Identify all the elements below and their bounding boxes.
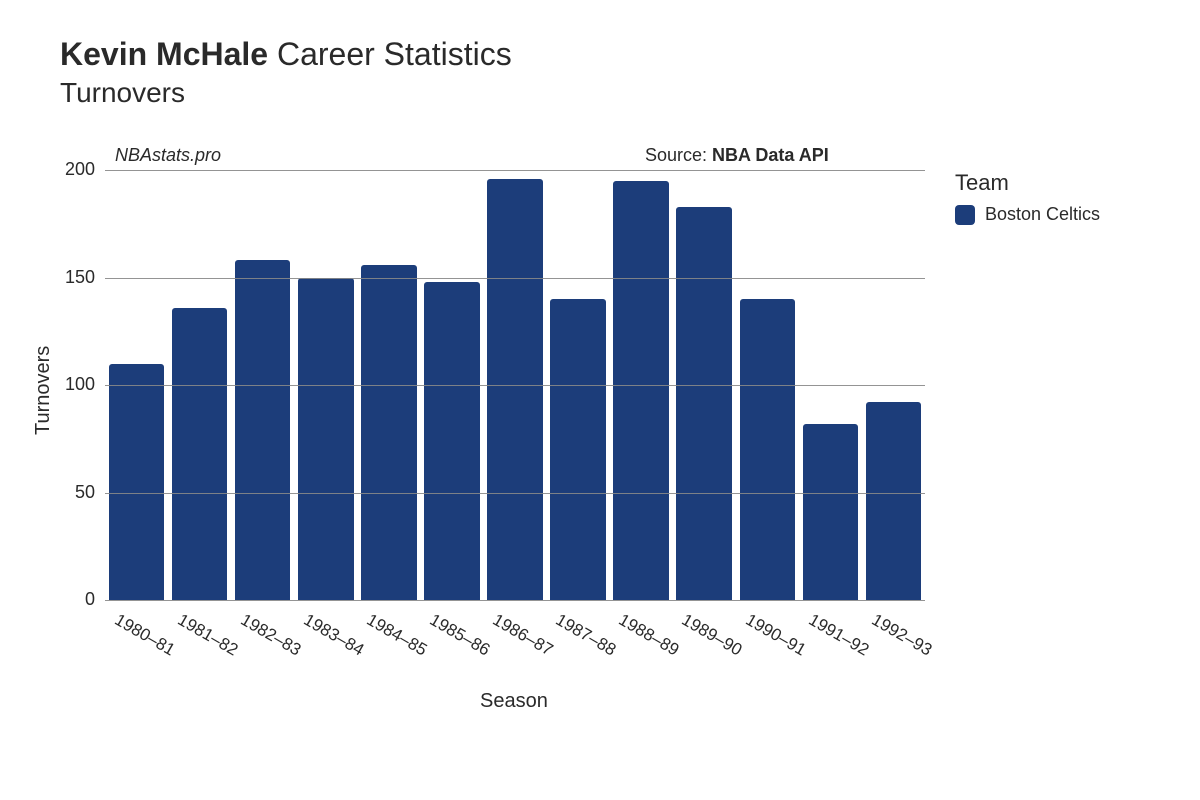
x-tick-label: 1989–90 [678, 610, 745, 660]
x-tick-label: 1983–84 [300, 610, 367, 660]
gridline [105, 278, 925, 279]
x-tick-label: 1980–81 [111, 610, 178, 660]
x-tick-label: 1988–89 [615, 610, 682, 660]
bar [361, 265, 417, 600]
y-tick-label: 0 [50, 589, 95, 610]
legend-item: Boston Celtics [955, 204, 1100, 225]
y-tick-label: 50 [50, 482, 95, 503]
title-line1: Kevin McHale Career Statistics [60, 35, 512, 73]
legend-swatch [955, 205, 975, 225]
source-name: NBA Data API [712, 145, 829, 165]
bar [424, 282, 480, 600]
chart-container: Kevin McHale Career Statistics Turnovers… [0, 0, 1200, 800]
legend-items: Boston Celtics [955, 204, 1100, 225]
bar [613, 181, 669, 600]
chart-subtitle: Turnovers [60, 77, 512, 109]
gridline [105, 385, 925, 386]
y-tick-label: 100 [50, 374, 95, 395]
y-tick-label: 150 [50, 267, 95, 288]
title-suffix: Career Statistics [268, 36, 512, 72]
gridline [105, 170, 925, 171]
legend: Team Boston Celtics [955, 170, 1100, 225]
site-watermark: NBAstats.pro [115, 145, 221, 166]
y-tick-label: 200 [50, 159, 95, 180]
bar [109, 364, 165, 601]
x-tick-label: 1992–93 [868, 610, 935, 660]
bar [866, 402, 922, 600]
bar [298, 278, 354, 601]
bar [740, 299, 796, 600]
gridline [105, 493, 925, 494]
source-prefix: Source: [645, 145, 712, 165]
chart-plot-area [105, 170, 925, 600]
x-tick-label: 1982–83 [237, 610, 304, 660]
bar [172, 308, 228, 600]
bar [803, 424, 859, 600]
x-tick-label: 1990–91 [742, 610, 809, 660]
bar [676, 207, 732, 600]
title-block: Kevin McHale Career Statistics Turnovers [60, 35, 512, 109]
x-tick-label: 1991–92 [805, 610, 872, 660]
gridline [105, 600, 925, 601]
x-axis-label: Season [480, 690, 548, 713]
x-tick-label: 1984–85 [363, 610, 430, 660]
legend-item-label: Boston Celtics [985, 204, 1100, 225]
bar [235, 260, 291, 600]
player-name: Kevin McHale [60, 36, 268, 72]
bar [550, 299, 606, 600]
x-tick-label: 1987–88 [552, 610, 619, 660]
source-attribution: Source: NBA Data API [645, 145, 829, 166]
x-tick-label: 1985–86 [426, 610, 493, 660]
legend-title: Team [955, 170, 1100, 196]
x-tick-label: 1981–82 [174, 610, 241, 660]
bar [487, 179, 543, 600]
x-tick-label: 1986–87 [489, 610, 556, 660]
